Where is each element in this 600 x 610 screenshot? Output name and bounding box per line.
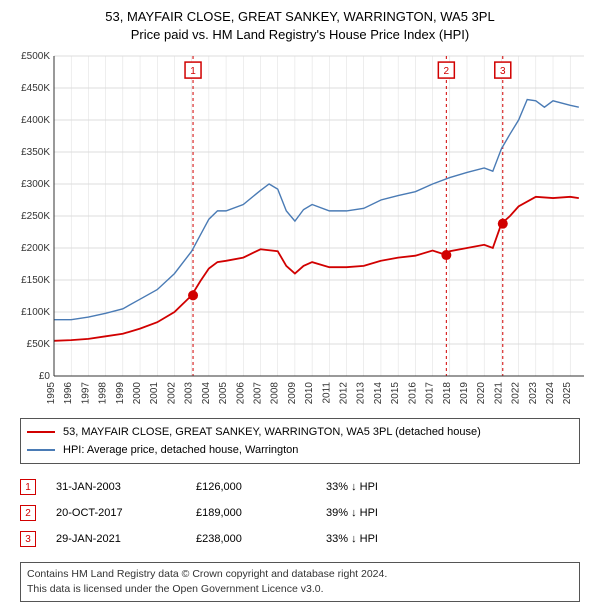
legend: 53, MAYFAIR CLOSE, GREAT SANKEY, WARRING…: [20, 418, 580, 464]
svg-text:2024: 2024: [545, 382, 556, 405]
svg-text:2010: 2010: [304, 382, 315, 405]
transaction-row: 3 29-JAN-2021 £238,000 33% ↓ HPI: [20, 526, 580, 552]
footer: Contains HM Land Registry data © Crown c…: [20, 562, 580, 601]
legend-label: HPI: Average price, detached house, Warr…: [63, 444, 298, 456]
footer-line-2: This data is licensed under the Open Gov…: [27, 582, 573, 597]
svg-text:£200K: £200K: [21, 243, 50, 254]
title-line-2: Price paid vs. HM Land Registry's House …: [8, 26, 592, 44]
svg-text:3: 3: [500, 66, 506, 77]
svg-text:£400K: £400K: [21, 115, 50, 126]
svg-text:2014: 2014: [373, 382, 384, 405]
tx-diff: 33% ↓ HPI: [326, 481, 456, 493]
svg-text:2000: 2000: [132, 382, 143, 405]
svg-text:1999: 1999: [115, 382, 126, 405]
svg-text:2011: 2011: [321, 382, 332, 404]
svg-text:2015: 2015: [390, 382, 401, 405]
svg-text:1995: 1995: [46, 382, 57, 405]
tx-diff: 39% ↓ HPI: [326, 507, 456, 519]
svg-text:2017: 2017: [425, 382, 436, 405]
svg-text:2002: 2002: [166, 382, 177, 405]
svg-text:2016: 2016: [407, 382, 418, 405]
svg-text:2018: 2018: [442, 382, 453, 405]
svg-text:2013: 2013: [356, 382, 367, 405]
footer-line-1: Contains HM Land Registry data © Crown c…: [27, 567, 573, 582]
chart-title-block: 53, MAYFAIR CLOSE, GREAT SANKEY, WARRING…: [8, 8, 592, 44]
svg-text:2020: 2020: [476, 382, 487, 405]
transactions-table: 1 31-JAN-2003 £126,000 33% ↓ HPI 2 20-OC…: [20, 474, 580, 552]
svg-text:2025: 2025: [562, 382, 573, 405]
svg-text:£450K: £450K: [21, 83, 50, 94]
svg-text:£500K: £500K: [21, 51, 50, 62]
tx-date: 31-JAN-2003: [56, 481, 196, 493]
tx-date: 29-JAN-2021: [56, 533, 196, 545]
svg-text:£0: £0: [39, 371, 51, 382]
svg-text:2012: 2012: [339, 382, 350, 405]
svg-text:2021: 2021: [493, 382, 504, 405]
tx-marker: 1: [20, 479, 36, 495]
svg-text:2003: 2003: [184, 382, 195, 405]
transaction-row: 1 31-JAN-2003 £126,000 33% ↓ HPI: [20, 474, 580, 500]
svg-text:£300K: £300K: [21, 179, 50, 190]
svg-text:£100K: £100K: [21, 307, 50, 318]
svg-text:1997: 1997: [80, 382, 91, 405]
tx-price: £126,000: [196, 481, 326, 493]
tx-diff: 33% ↓ HPI: [326, 533, 456, 545]
svg-text:2001: 2001: [149, 382, 160, 405]
tx-price: £189,000: [196, 507, 326, 519]
svg-text:2: 2: [444, 66, 450, 77]
svg-text:£150K: £150K: [21, 275, 50, 286]
tx-date: 20-OCT-2017: [56, 507, 196, 519]
legend-swatch: [27, 449, 55, 451]
svg-text:2009: 2009: [287, 382, 298, 405]
svg-text:£50K: £50K: [27, 339, 51, 350]
svg-text:2008: 2008: [270, 382, 281, 405]
svg-text:1996: 1996: [63, 382, 74, 405]
price-chart: £0 £50K £100K £150K £200K £250K £300K £350K £400…: [10, 50, 590, 410]
svg-text:2005: 2005: [218, 382, 229, 405]
svg-text:1: 1: [190, 66, 196, 77]
tx-marker: 2: [20, 505, 36, 521]
svg-text:2019: 2019: [459, 382, 470, 405]
tx-marker: 3: [20, 531, 36, 547]
svg-text:2004: 2004: [201, 382, 212, 405]
svg-text:1998: 1998: [98, 382, 109, 405]
tx-price: £238,000: [196, 533, 326, 545]
legend-swatch: [27, 431, 55, 433]
svg-text:2007: 2007: [252, 382, 263, 405]
svg-text:£250K: £250K: [21, 211, 50, 222]
svg-text:2006: 2006: [235, 382, 246, 405]
svg-text:2023: 2023: [528, 382, 539, 405]
legend-item-hpi: HPI: Average price, detached house, Warr…: [27, 441, 573, 459]
svg-text:£350K: £350K: [21, 147, 50, 158]
title-line-1: 53, MAYFAIR CLOSE, GREAT SANKEY, WARRING…: [8, 8, 592, 26]
legend-label: 53, MAYFAIR CLOSE, GREAT SANKEY, WARRING…: [63, 426, 481, 438]
legend-item-property: 53, MAYFAIR CLOSE, GREAT SANKEY, WARRING…: [27, 423, 573, 441]
chart-svg: £0 £50K £100K £150K £200K £250K £300K £350K £400…: [10, 50, 590, 410]
svg-text:2022: 2022: [511, 382, 522, 405]
transaction-row: 2 20-OCT-2017 £189,000 39% ↓ HPI: [20, 500, 580, 526]
